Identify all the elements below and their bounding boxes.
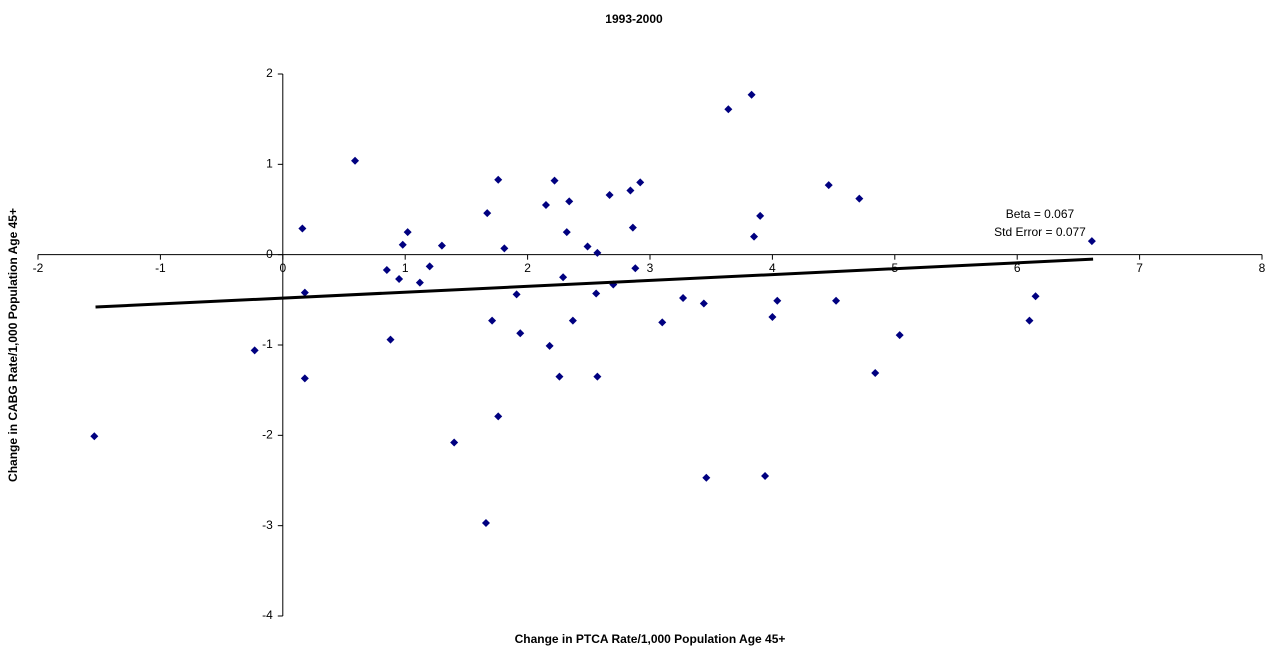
data-point xyxy=(756,211,765,220)
data-point xyxy=(832,296,841,305)
data-point xyxy=(488,316,497,325)
data-point xyxy=(386,335,395,344)
data-point xyxy=(512,290,521,299)
x-tick-label: 1 xyxy=(402,261,409,275)
data-point xyxy=(628,223,637,232)
data-point xyxy=(636,178,645,187)
x-tick-label: -2 xyxy=(33,261,44,275)
data-point xyxy=(300,288,309,297)
data-point xyxy=(679,294,688,303)
data-point xyxy=(565,197,574,206)
data-point xyxy=(555,372,564,381)
x-tick-label: 6 xyxy=(1014,261,1021,275)
data-point xyxy=(747,90,756,99)
data-point xyxy=(568,316,577,325)
y-tick-label: -2 xyxy=(262,428,273,442)
y-tick-label: 2 xyxy=(266,66,273,80)
data-point xyxy=(658,318,667,327)
data-point xyxy=(516,329,525,338)
data-point xyxy=(494,175,503,184)
y-tick-label: 1 xyxy=(266,157,273,171)
data-point xyxy=(871,369,880,378)
data-point xyxy=(768,312,777,321)
data-point xyxy=(483,209,492,218)
data-point xyxy=(351,156,360,165)
data-point xyxy=(382,266,391,275)
data-point xyxy=(605,191,614,200)
data-point xyxy=(702,473,711,482)
data-point xyxy=(1025,316,1034,325)
data-point xyxy=(631,264,640,273)
data-point xyxy=(1031,292,1040,301)
data-point xyxy=(583,242,592,251)
data-point xyxy=(437,241,446,250)
x-axis-label: Change in PTCA Rate/1,000 Population Age… xyxy=(515,632,786,646)
data-point xyxy=(494,412,503,421)
data-point xyxy=(593,248,602,257)
data-point xyxy=(592,289,601,298)
x-tick-label: -1 xyxy=(155,261,166,275)
data-point xyxy=(724,105,733,114)
data-point xyxy=(298,224,307,233)
data-point xyxy=(425,262,434,271)
data-point xyxy=(1087,237,1096,246)
data-point xyxy=(895,331,904,340)
trend-line xyxy=(95,257,1094,309)
data-point xyxy=(626,186,635,195)
data-point xyxy=(761,471,770,480)
chart-title: 1993-2000 xyxy=(605,12,663,26)
data-point xyxy=(500,244,509,253)
data-point xyxy=(541,200,550,209)
data-point xyxy=(395,275,404,284)
data-point xyxy=(90,432,99,441)
data-point xyxy=(415,278,424,287)
data-point xyxy=(773,296,782,305)
data-point xyxy=(824,181,833,190)
data-point xyxy=(550,176,559,185)
x-tick-label: 2 xyxy=(524,261,531,275)
data-point xyxy=(855,194,864,203)
data-point xyxy=(593,372,602,381)
x-tick-label: 3 xyxy=(647,261,654,275)
x-tick-label: 0 xyxy=(279,261,286,275)
data-point xyxy=(450,438,459,447)
data-point xyxy=(300,374,309,383)
x-tick-label: 7 xyxy=(1136,261,1143,275)
data-point xyxy=(481,518,490,527)
annotation: Std Error = 0.077 xyxy=(994,225,1086,239)
y-axis-label: Change in CABG Rate/1,000 Population Age… xyxy=(6,208,20,482)
data-point xyxy=(545,341,554,350)
data-point xyxy=(562,228,571,237)
y-tick-label: -3 xyxy=(262,518,273,532)
annotation: Beta = 0.067 xyxy=(1006,207,1075,221)
y-tick-label: -4 xyxy=(262,608,273,622)
data-point xyxy=(403,228,412,237)
x-tick-label: 4 xyxy=(769,261,776,275)
y-tick-label: -1 xyxy=(262,337,273,351)
data-point xyxy=(250,346,259,355)
data-point xyxy=(559,273,568,282)
data-point xyxy=(699,299,708,308)
data-point xyxy=(398,240,407,249)
y-tick-label: 0 xyxy=(266,247,273,261)
data-point xyxy=(750,232,759,241)
x-tick-label: 8 xyxy=(1259,261,1266,275)
